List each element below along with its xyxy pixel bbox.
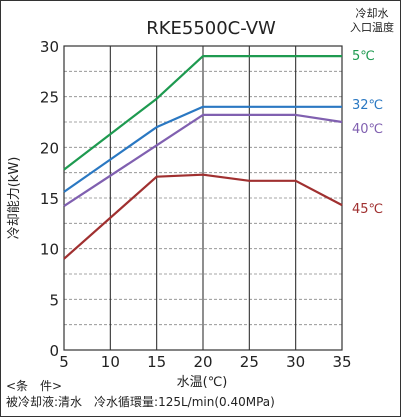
x-tick-label: 5 bbox=[59, 353, 69, 371]
series-line bbox=[63, 105, 342, 193]
y-tick-label: 25 bbox=[40, 89, 59, 107]
series-layer bbox=[63, 54, 343, 260]
conditions-detail: 被冷却液:清水 冷水循環量:125L/min(0.40MPa) bbox=[6, 395, 275, 409]
y-tick-label: 15 bbox=[40, 190, 59, 208]
x-tick-label: 35 bbox=[332, 353, 351, 371]
chart-title: RKE5500C-VW bbox=[146, 18, 276, 39]
x-tick-label: 25 bbox=[240, 353, 259, 371]
y-tick-label: 10 bbox=[40, 241, 59, 259]
x-tick-label: 15 bbox=[147, 353, 166, 371]
y-axis-label: 冷却能力(kW) bbox=[7, 157, 22, 240]
series-line bbox=[63, 113, 343, 208]
x-tick-label: 10 bbox=[101, 353, 120, 371]
series-labels: 5℃ 32℃ 40℃ 45℃ bbox=[352, 49, 383, 217]
series-line bbox=[63, 173, 343, 260]
series-label: 40℃ bbox=[352, 122, 383, 137]
grid-layer bbox=[64, 46, 342, 350]
legend-heading-line-2: 入口温度 bbox=[350, 20, 394, 34]
conditions-heading: <条 件> bbox=[6, 379, 63, 393]
legend-heading-line-1: 冷却水 bbox=[356, 7, 389, 20]
series-label: 45℃ bbox=[352, 202, 383, 217]
x-axis-label: 水温(℃) bbox=[177, 375, 228, 390]
series-label: 5℃ bbox=[352, 49, 375, 64]
plot-area-border bbox=[63, 45, 343, 351]
conditions-note: <条 件> 被冷却液:清水 冷水循環量:125L/min(0.40MPa) bbox=[6, 378, 398, 410]
series-label: 32℃ bbox=[352, 98, 383, 113]
series-line bbox=[63, 54, 342, 171]
y-tick-label: 20 bbox=[40, 139, 59, 157]
y-tick-label: 0 bbox=[49, 342, 59, 360]
y-tick-label: 30 bbox=[40, 38, 59, 56]
x-tick-label: 20 bbox=[193, 353, 212, 371]
y-tick-label: 5 bbox=[49, 291, 59, 309]
x-tick-label: 30 bbox=[286, 353, 305, 371]
